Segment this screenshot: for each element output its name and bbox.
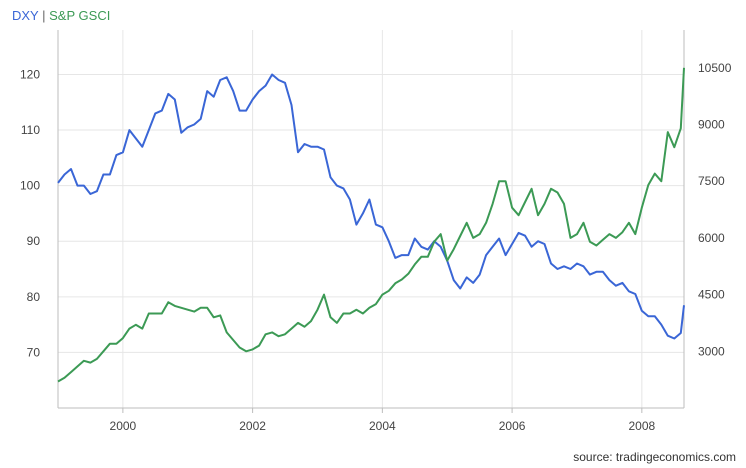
legend-dxy[interactable]: DXY (12, 8, 39, 23)
grid-lines (58, 30, 684, 408)
y-right-tick-label: 6000 (698, 231, 725, 245)
x-tick-label: 2002 (239, 419, 266, 433)
y-left-tick-label: 120 (20, 67, 40, 81)
chart-legend: DXY | S&P GSCI (12, 8, 110, 23)
source-credit[interactable]: source: tradingeconomics.com (573, 450, 736, 464)
series-lines (57, 67, 685, 383)
x-tick-label: 2008 (628, 419, 655, 433)
y-left-tick-label: 90 (27, 234, 41, 248)
x-axis: 2000 2002 2004 2006 2008 (58, 407, 684, 433)
legend-gsci[interactable]: S&P GSCI (49, 8, 111, 23)
y-right-tick-label: 4500 (698, 288, 725, 302)
y-right-tick-label: 7500 (698, 174, 725, 188)
y-left-tick-label: 100 (20, 179, 40, 193)
y-left-tick-label: 70 (27, 345, 41, 359)
y-axis-right: 3000 4500 6000 7500 9000 10500 (683, 30, 732, 408)
y-right-tick-label: 9000 (698, 118, 725, 132)
x-tick-label: 2000 (110, 419, 137, 433)
series-line-dxy (57, 73, 685, 340)
legend-separator: | (42, 8, 46, 23)
y-left-tick-label: 110 (21, 123, 40, 137)
y-left-tick-label: 80 (27, 290, 41, 304)
y-right-tick-label: 10500 (698, 61, 732, 75)
y-right-tick-label: 3000 (698, 344, 725, 358)
y-axis-left: 70 80 90 100 110 120 (20, 30, 59, 408)
x-tick-label: 2006 (499, 419, 526, 433)
series-line-gsci (57, 67, 685, 383)
x-tick-label: 2004 (369, 419, 396, 433)
